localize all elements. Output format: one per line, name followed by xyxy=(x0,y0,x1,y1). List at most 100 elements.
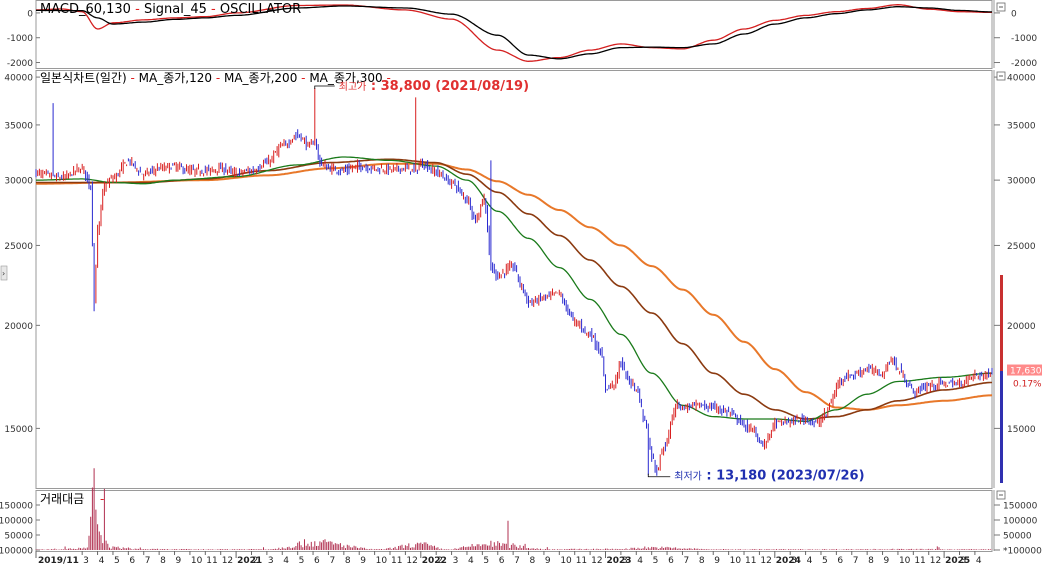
price-tick-label-right: 25000 xyxy=(1007,242,1036,252)
panel-frame xyxy=(35,490,993,552)
price-tick-label-left: 40000 xyxy=(4,74,33,84)
x-tick-label: 9 xyxy=(545,556,551,566)
volume-tick-label-left: 50000 xyxy=(4,532,33,542)
x-tick-label: 7 xyxy=(145,556,151,566)
volume-tick-label-right: 50000 xyxy=(1003,532,1032,542)
price-title-part: MA_종가,200 xyxy=(224,71,297,85)
x-tick-label: 7 xyxy=(329,556,335,566)
range-bar-up xyxy=(1000,275,1003,371)
left-scroll-handle[interactable]: › xyxy=(0,265,8,281)
x-tick-label: 10 xyxy=(899,556,911,566)
x-tick-label: 12 xyxy=(930,556,941,566)
range-bar-down xyxy=(1000,371,1003,483)
macd-title-part: MACD_60,130 xyxy=(40,2,131,17)
low-annotation: 최저가 : 13,180 (2023/07/26) xyxy=(647,469,865,484)
x-tick-label: 3 xyxy=(961,556,967,566)
x-tick-label: 7 xyxy=(514,556,520,566)
x-tick-label: 11 xyxy=(576,556,587,566)
x-tick-label: 6 xyxy=(499,556,505,566)
x-tick-label: 2023 xyxy=(606,556,631,566)
high-leader-line xyxy=(314,85,335,90)
x-tick-label: 2019/11 xyxy=(38,556,79,566)
x-tick-label: 3 xyxy=(83,556,89,566)
volume-panel: 150000 150000 100000 100000 50000 50000 *10000… xyxy=(0,468,1042,557)
last-price-box xyxy=(1007,364,1042,376)
svg-text:›: › xyxy=(2,269,5,278)
x-tick-label: 6 xyxy=(837,556,843,566)
last-price-marker: 17,630 0.17% xyxy=(1007,364,1042,390)
price-tick-label-right: 40000 xyxy=(1007,74,1036,84)
low-price-note: 최저가 : 13,180 (2023/07/26) xyxy=(674,469,864,484)
macd-title-part: - xyxy=(207,2,220,17)
price-tick-label-left: 20000 xyxy=(4,322,33,332)
price-title: 일본식차트(일간) - MA_종가,120 - MA_종가,200 - MA_종… xyxy=(40,71,391,85)
x-tick-label: 8 xyxy=(868,556,874,566)
macd-panel-toggle[interactable] xyxy=(996,2,1006,12)
price-tick-label-left: 15000 xyxy=(4,425,33,435)
x-tick-label: 4 xyxy=(468,556,474,566)
macd-title-part: - xyxy=(131,2,144,17)
x-tick-label: 12 xyxy=(406,556,417,566)
x-tick-label: 3 xyxy=(791,556,797,566)
x-tick-label: 4 xyxy=(976,556,982,566)
price-panel-toggle[interactable] xyxy=(996,71,1006,81)
volume-panel-toggle[interactable] xyxy=(996,490,1006,500)
price-y-axis: 40000 40000 35000 35000 30000 30000 25000 25000… xyxy=(4,74,1036,435)
x-tick-label: 9 xyxy=(714,556,720,566)
x-tick-label: 9 xyxy=(884,556,890,566)
x-tick-label: 10 xyxy=(560,556,572,566)
price-title-part: - xyxy=(212,71,224,85)
macd-tick-label-left: -2000 xyxy=(7,59,33,69)
x-tick-label: 10 xyxy=(376,556,388,566)
x-tick-label: 5 xyxy=(822,556,828,566)
x-tick-label: 11 xyxy=(745,556,756,566)
volume-tick-label-left: 150000 xyxy=(0,502,33,512)
price-candles-up xyxy=(37,88,991,471)
last-price-label: 17,630 xyxy=(1010,367,1042,377)
x-tick-label: 3 xyxy=(268,556,274,566)
last-price-change: 0.17% xyxy=(1013,380,1042,390)
price-tick-label-right: 35000 xyxy=(1007,121,1036,131)
low-price-prefix: 최저가 xyxy=(674,471,702,483)
macd-panel: 0 0 -1000 -1000 -2000 -2000 MACD_60,130 - Sig… xyxy=(7,2,1038,69)
high-price-prefix: 최고가 xyxy=(339,81,367,93)
high-price-note: 최고가 : 38,800 (2021/08/19) xyxy=(339,79,529,94)
volume-tick-label-right: 100000 xyxy=(1003,517,1038,527)
price-tick-label-left: 35000 xyxy=(4,121,33,131)
x-tick-label: 2024 xyxy=(776,556,801,566)
x-tick-label: 2025 xyxy=(945,556,970,566)
x-tick-label: 3 xyxy=(453,556,459,566)
price-title-part: MA_종가,120 xyxy=(139,71,212,85)
x-tick-label: 2 xyxy=(252,556,258,566)
x-tick-label: 12 xyxy=(591,556,602,566)
x-tick-label: 2022 xyxy=(422,556,447,566)
price-panel: 40000 40000 35000 35000 30000 30000 25000 25000… xyxy=(4,71,1042,484)
macd-y-axis: 0 0 -1000 -1000 -2000 -2000 xyxy=(7,9,1038,69)
x-tick-label: 5 xyxy=(483,556,489,566)
x-tick-label: 4 xyxy=(807,556,813,566)
x-tick-label: 10 xyxy=(730,556,742,566)
signal-line xyxy=(36,5,992,60)
x-tick-label: 4 xyxy=(637,556,643,566)
ma-120-line xyxy=(36,156,992,422)
price-title-part: 일본식차트(일간) xyxy=(40,71,127,85)
macd-title-part: OSCILLATOR xyxy=(220,2,301,17)
ma-300-line xyxy=(36,162,993,411)
x-tick-label: 12 xyxy=(222,556,233,566)
x-tick-label: 2 xyxy=(437,556,443,566)
price-tick-label-right: 30000 xyxy=(1007,177,1036,187)
x-tick-label: 6 xyxy=(314,556,320,566)
price-title-part: - xyxy=(297,71,309,85)
low-price-text: : 13,180 (2023/07/26) xyxy=(702,469,865,484)
price-tick-label-left: 30000 xyxy=(4,177,33,187)
volume-bars xyxy=(35,468,993,550)
x-tick-label: 3 xyxy=(622,556,628,566)
price-title-part: MA_종가,300 xyxy=(309,71,382,85)
x-tick-label: 8 xyxy=(160,556,166,566)
volume-title: 거래대금 xyxy=(40,492,84,506)
x-tick-label: 12 xyxy=(760,556,771,566)
volume-title-dash: - xyxy=(100,492,104,506)
volume-y-axis: 150000 150000 100000 100000 50000 50000 *10000… xyxy=(0,502,1042,557)
macd-title-part: Signal_45 xyxy=(144,2,207,17)
